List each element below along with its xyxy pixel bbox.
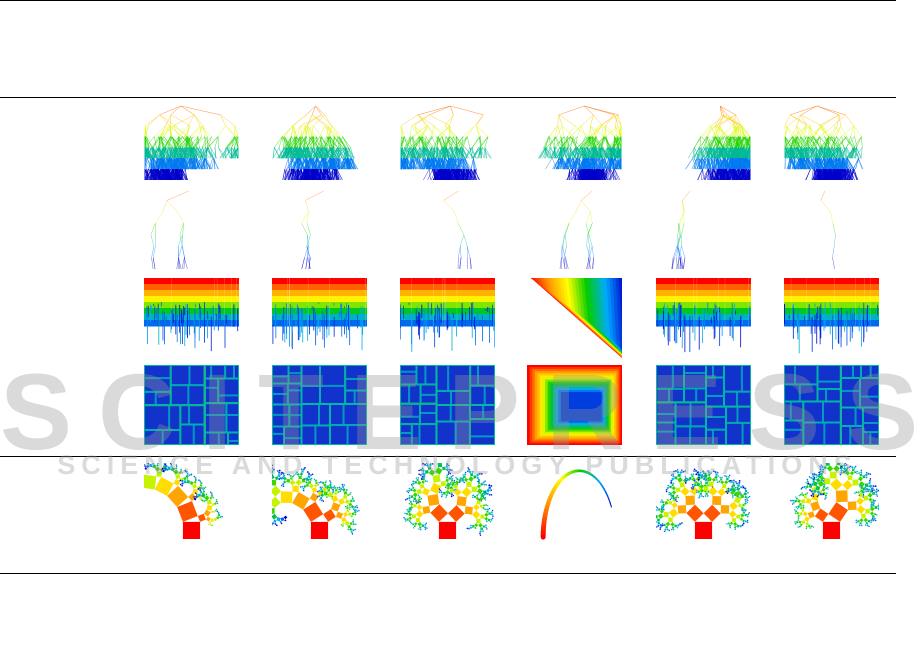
treemap-thumbnail-4	[527, 365, 622, 445]
pythagoras-tree-plot	[790, 463, 879, 539]
pythagoras-squares	[144, 463, 224, 539]
icicle-plot	[656, 278, 751, 353]
pythagoras-squares	[656, 468, 751, 539]
node-link-compact-plot	[820, 190, 836, 270]
treemap-plot	[272, 365, 367, 445]
header-rule	[0, 97, 896, 98]
icicle-thumbnail-5	[656, 278, 751, 358]
pythagoras-tree-plot	[540, 469, 612, 540]
node-link-edges	[538, 105, 622, 181]
node-link-edges	[443, 190, 472, 270]
node-link-compact-plot	[443, 190, 472, 270]
pythagoras-tree-plot	[144, 463, 224, 539]
pythagoras-tree-thumbnail-5	[656, 463, 751, 541]
treemap-plot	[144, 365, 239, 445]
node-link-edges	[272, 105, 359, 181]
node-link-compact-thumbnail-2	[272, 189, 367, 273]
node-link-compact-thumbnail-1	[144, 189, 239, 273]
node-link-plot	[144, 105, 239, 181]
node-link-compact-plot	[150, 190, 189, 270]
node-link-thumbnail-1	[144, 104, 239, 184]
treemap-thumbnail-6	[784, 365, 879, 445]
icicle-thumbnail-6	[784, 278, 879, 358]
node-link-compact-plot	[671, 190, 691, 270]
node-link-plot	[685, 105, 751, 181]
icicle-plot	[272, 278, 367, 351]
icicle-thumbnail-3	[400, 278, 495, 358]
pythagoras-squares	[790, 463, 879, 539]
node-link-plot	[400, 105, 492, 181]
node-link-edges	[784, 105, 864, 181]
node-link-thumbnail-3	[400, 104, 495, 184]
node-link-edges	[559, 190, 594, 270]
node-link-compact-plot	[301, 190, 324, 270]
icicle-plot	[784, 278, 879, 354]
node-link-edges	[144, 105, 239, 181]
node-link-edges	[671, 190, 691, 270]
pythagoras-tree-thumbnail-1	[144, 463, 239, 541]
treemap-plot	[784, 365, 879, 445]
node-link-compact-thumbnail-3	[400, 189, 495, 273]
pythagoras-tree-thumbnail-4	[527, 463, 622, 541]
treemap-thumbnail-5	[656, 365, 751, 445]
treemap-thumbnail-3	[400, 365, 495, 445]
node-link-thumbnail-2	[272, 104, 367, 184]
treemap-thumbnail-1	[144, 365, 239, 445]
pythagoras-squares	[272, 464, 360, 539]
top-rule	[0, 0, 896, 1]
node-link-compact-plot	[559, 190, 594, 270]
treemap-thumbnail-2	[272, 365, 367, 445]
icicle-plot	[400, 278, 495, 353]
node-link-plot	[784, 105, 864, 181]
pythagoras-tree-thumbnail-6	[784, 463, 879, 541]
pythagoras-tree-plot	[272, 464, 360, 539]
icicle-plot	[527, 278, 622, 358]
icicle-thumbnail-4	[527, 278, 622, 358]
node-link-edges	[301, 190, 324, 270]
pythagoras-tree-thumbnail-2	[272, 463, 367, 541]
node-link-edges	[685, 105, 751, 181]
pythagoras-squares	[403, 463, 494, 539]
node-link-thumbnail-5	[656, 104, 751, 184]
treemap-plot	[400, 365, 495, 445]
node-link-plot	[538, 105, 622, 181]
node-link-compact-thumbnail-5	[656, 189, 751, 273]
node-link-edges	[400, 105, 492, 181]
treemap-plot	[656, 365, 751, 445]
treemap-plot	[527, 365, 622, 445]
node-link-compact-thumbnail-6	[784, 189, 879, 273]
pythagoras-tree-plot	[403, 463, 494, 539]
section-rule	[0, 456, 896, 457]
node-link-compact-thumbnail-4	[527, 189, 622, 273]
icicle-plot	[144, 278, 239, 352]
node-link-plot	[272, 105, 359, 181]
pythagoras-tree-thumbnail-3	[400, 463, 495, 541]
pythagoras-tree-plot	[656, 468, 751, 539]
node-link-edges	[820, 190, 836, 270]
bottom-rule	[0, 573, 896, 574]
icicle-thumbnail-2	[272, 278, 367, 358]
node-link-thumbnail-6	[784, 104, 879, 184]
node-link-edges	[150, 190, 189, 270]
node-link-thumbnail-4	[527, 104, 622, 184]
icicle-thumbnail-1	[144, 278, 239, 358]
